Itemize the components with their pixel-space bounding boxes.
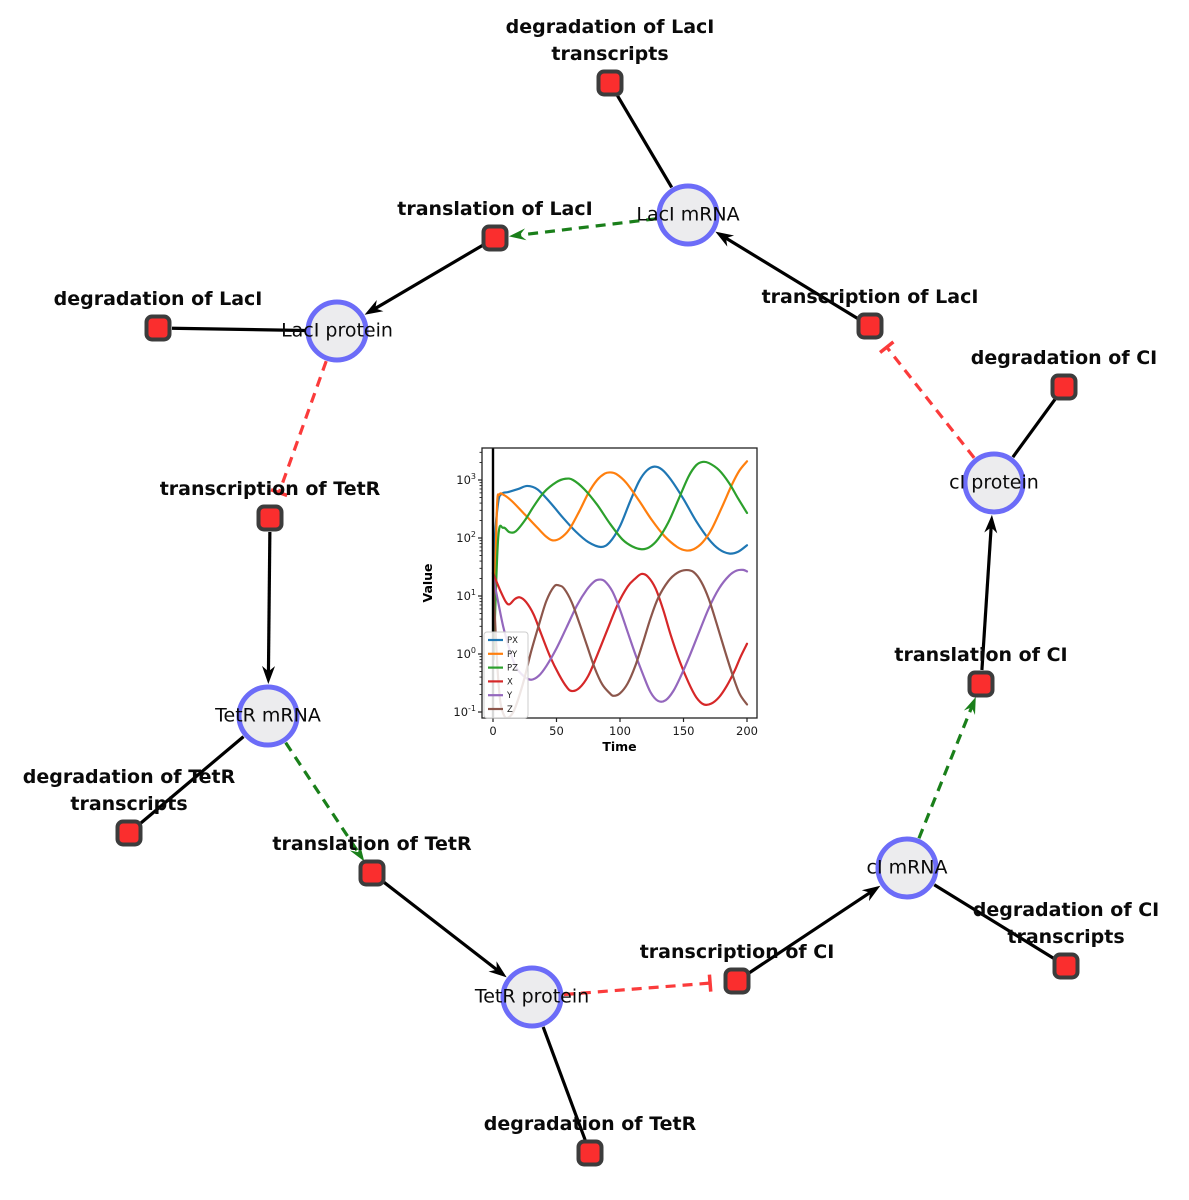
process-node-deg-laci bbox=[144, 314, 172, 342]
arrowhead bbox=[488, 961, 507, 978]
legend-label: X bbox=[507, 677, 513, 687]
species-node-laci-mrna bbox=[656, 183, 720, 247]
arrowhead bbox=[861, 885, 881, 902]
process-node-transcription-laci bbox=[856, 312, 884, 340]
edge-translation-laci-laci-protein-production bbox=[364, 243, 484, 315]
edge-laci-mrna-deg-laci-tx-consumption bbox=[615, 94, 674, 189]
edge-ci-mrna-deg-ci-tx-consumption bbox=[933, 883, 1055, 961]
edge-laci-protein-deg-laci-consumption bbox=[171, 326, 306, 333]
species-node-laci-protein bbox=[305, 299, 369, 363]
legend-label: Y bbox=[506, 691, 513, 701]
legend-label: PX bbox=[507, 636, 518, 646]
y-axis-label: Value bbox=[423, 563, 435, 602]
process-node-deg-ci-tx bbox=[1052, 952, 1080, 980]
arrowhead bbox=[715, 231, 735, 247]
process-node-deg-ci bbox=[1050, 373, 1078, 401]
process-node-translation-laci bbox=[481, 224, 509, 252]
edge-transcription-ci-ci-mrna-production bbox=[747, 885, 881, 975]
x-tick-label: 100 bbox=[609, 724, 631, 738]
process-node-transcription-ci bbox=[723, 967, 751, 995]
edge-tetr-protein-deg-tetr-consumption bbox=[541, 1026, 587, 1141]
edge-tetr-protein-transcription-ci-inhibition bbox=[563, 974, 713, 997]
legend: PX PY PZ XYZ bbox=[483, 631, 529, 719]
y-tick-label: 103 bbox=[456, 472, 476, 487]
series-Z bbox=[491, 568, 749, 718]
process-node-deg-laci-tx bbox=[596, 69, 624, 97]
series-PZ bbox=[492, 460, 749, 661]
legend-label: PY bbox=[507, 650, 518, 660]
x-tick-label: 50 bbox=[549, 724, 564, 738]
y-tick-label: 10-1 bbox=[453, 704, 476, 719]
species-node-ci-mrna bbox=[875, 836, 939, 900]
edge-translation-ci-ci-protein-production bbox=[980, 514, 998, 671]
edge-transcription-tetr-tetr-mrna-production bbox=[262, 531, 276, 685]
process-node-deg-tetr-tx bbox=[115, 819, 143, 847]
legend-label: Z bbox=[507, 705, 513, 715]
edge-ci-protein-transcription-laci-inhibition bbox=[878, 340, 976, 459]
process-node-deg-tetr bbox=[576, 1139, 604, 1167]
edge-tetr-mrna-deg-tetr-tx-consumption bbox=[138, 735, 245, 826]
x-tick-label: 150 bbox=[673, 724, 695, 738]
series-PY bbox=[492, 460, 749, 645]
modifier-arrowhead bbox=[508, 228, 527, 241]
series-X bbox=[491, 571, 749, 707]
edge-laci-protein-transcription-tetr-inhibition bbox=[270, 360, 328, 498]
modifier-arrowhead bbox=[963, 696, 976, 715]
inhibition-tee bbox=[270, 488, 288, 498]
inhibition-tee bbox=[878, 340, 895, 354]
edge-ci-mrna-translation-ci-modifier bbox=[917, 696, 976, 839]
edge-transcription-laci-laci-mrna-production bbox=[715, 231, 859, 321]
x-tick-label: 0 bbox=[489, 724, 496, 738]
modifier-arrowhead bbox=[349, 843, 365, 862]
series-Y bbox=[491, 568, 749, 703]
y-tick-label: 102 bbox=[456, 530, 476, 545]
axis-ticks: 0 50 100 150 200 10-1 100 101 102 103 bbox=[453, 451, 758, 738]
legend-label: PZ bbox=[507, 664, 518, 674]
arrowhead bbox=[262, 665, 276, 685]
process-node-translation-tetr bbox=[358, 859, 386, 887]
series-PX bbox=[492, 465, 749, 638]
edge-tetr-mrna-translation-tetr-modifier bbox=[284, 741, 365, 862]
edge-translation-tetr-tetr-protein-production bbox=[382, 880, 507, 978]
inhibition-tee bbox=[707, 974, 713, 992]
process-node-translation-ci bbox=[967, 670, 995, 698]
arrowhead bbox=[984, 514, 998, 534]
plot-area bbox=[491, 448, 749, 718]
x-axis-label: Time bbox=[602, 739, 636, 754]
species-node-tetr-mrna bbox=[236, 684, 300, 748]
y-tick-label: 100 bbox=[456, 646, 476, 661]
x-tick-label: 200 bbox=[736, 724, 758, 738]
y-tick-label: 101 bbox=[456, 588, 476, 603]
arrowhead bbox=[364, 300, 384, 315]
edge-ci-protein-deg-ci-consumption bbox=[1011, 397, 1058, 459]
timeseries-plot: 0 50 100 150 200 10-1 100 101 102 103 Time Value PX P… bbox=[420, 437, 775, 767]
species-node-ci-protein bbox=[962, 451, 1026, 515]
chart-svg: 0 50 100 150 20010-1100101102103TimeValuePXP… bbox=[420, 447, 758, 754]
species-node-tetr-protein bbox=[500, 965, 564, 1029]
edge-laci-mrna-translation-laci-modifier bbox=[508, 217, 657, 241]
process-node-transcription-tetr bbox=[256, 504, 284, 532]
